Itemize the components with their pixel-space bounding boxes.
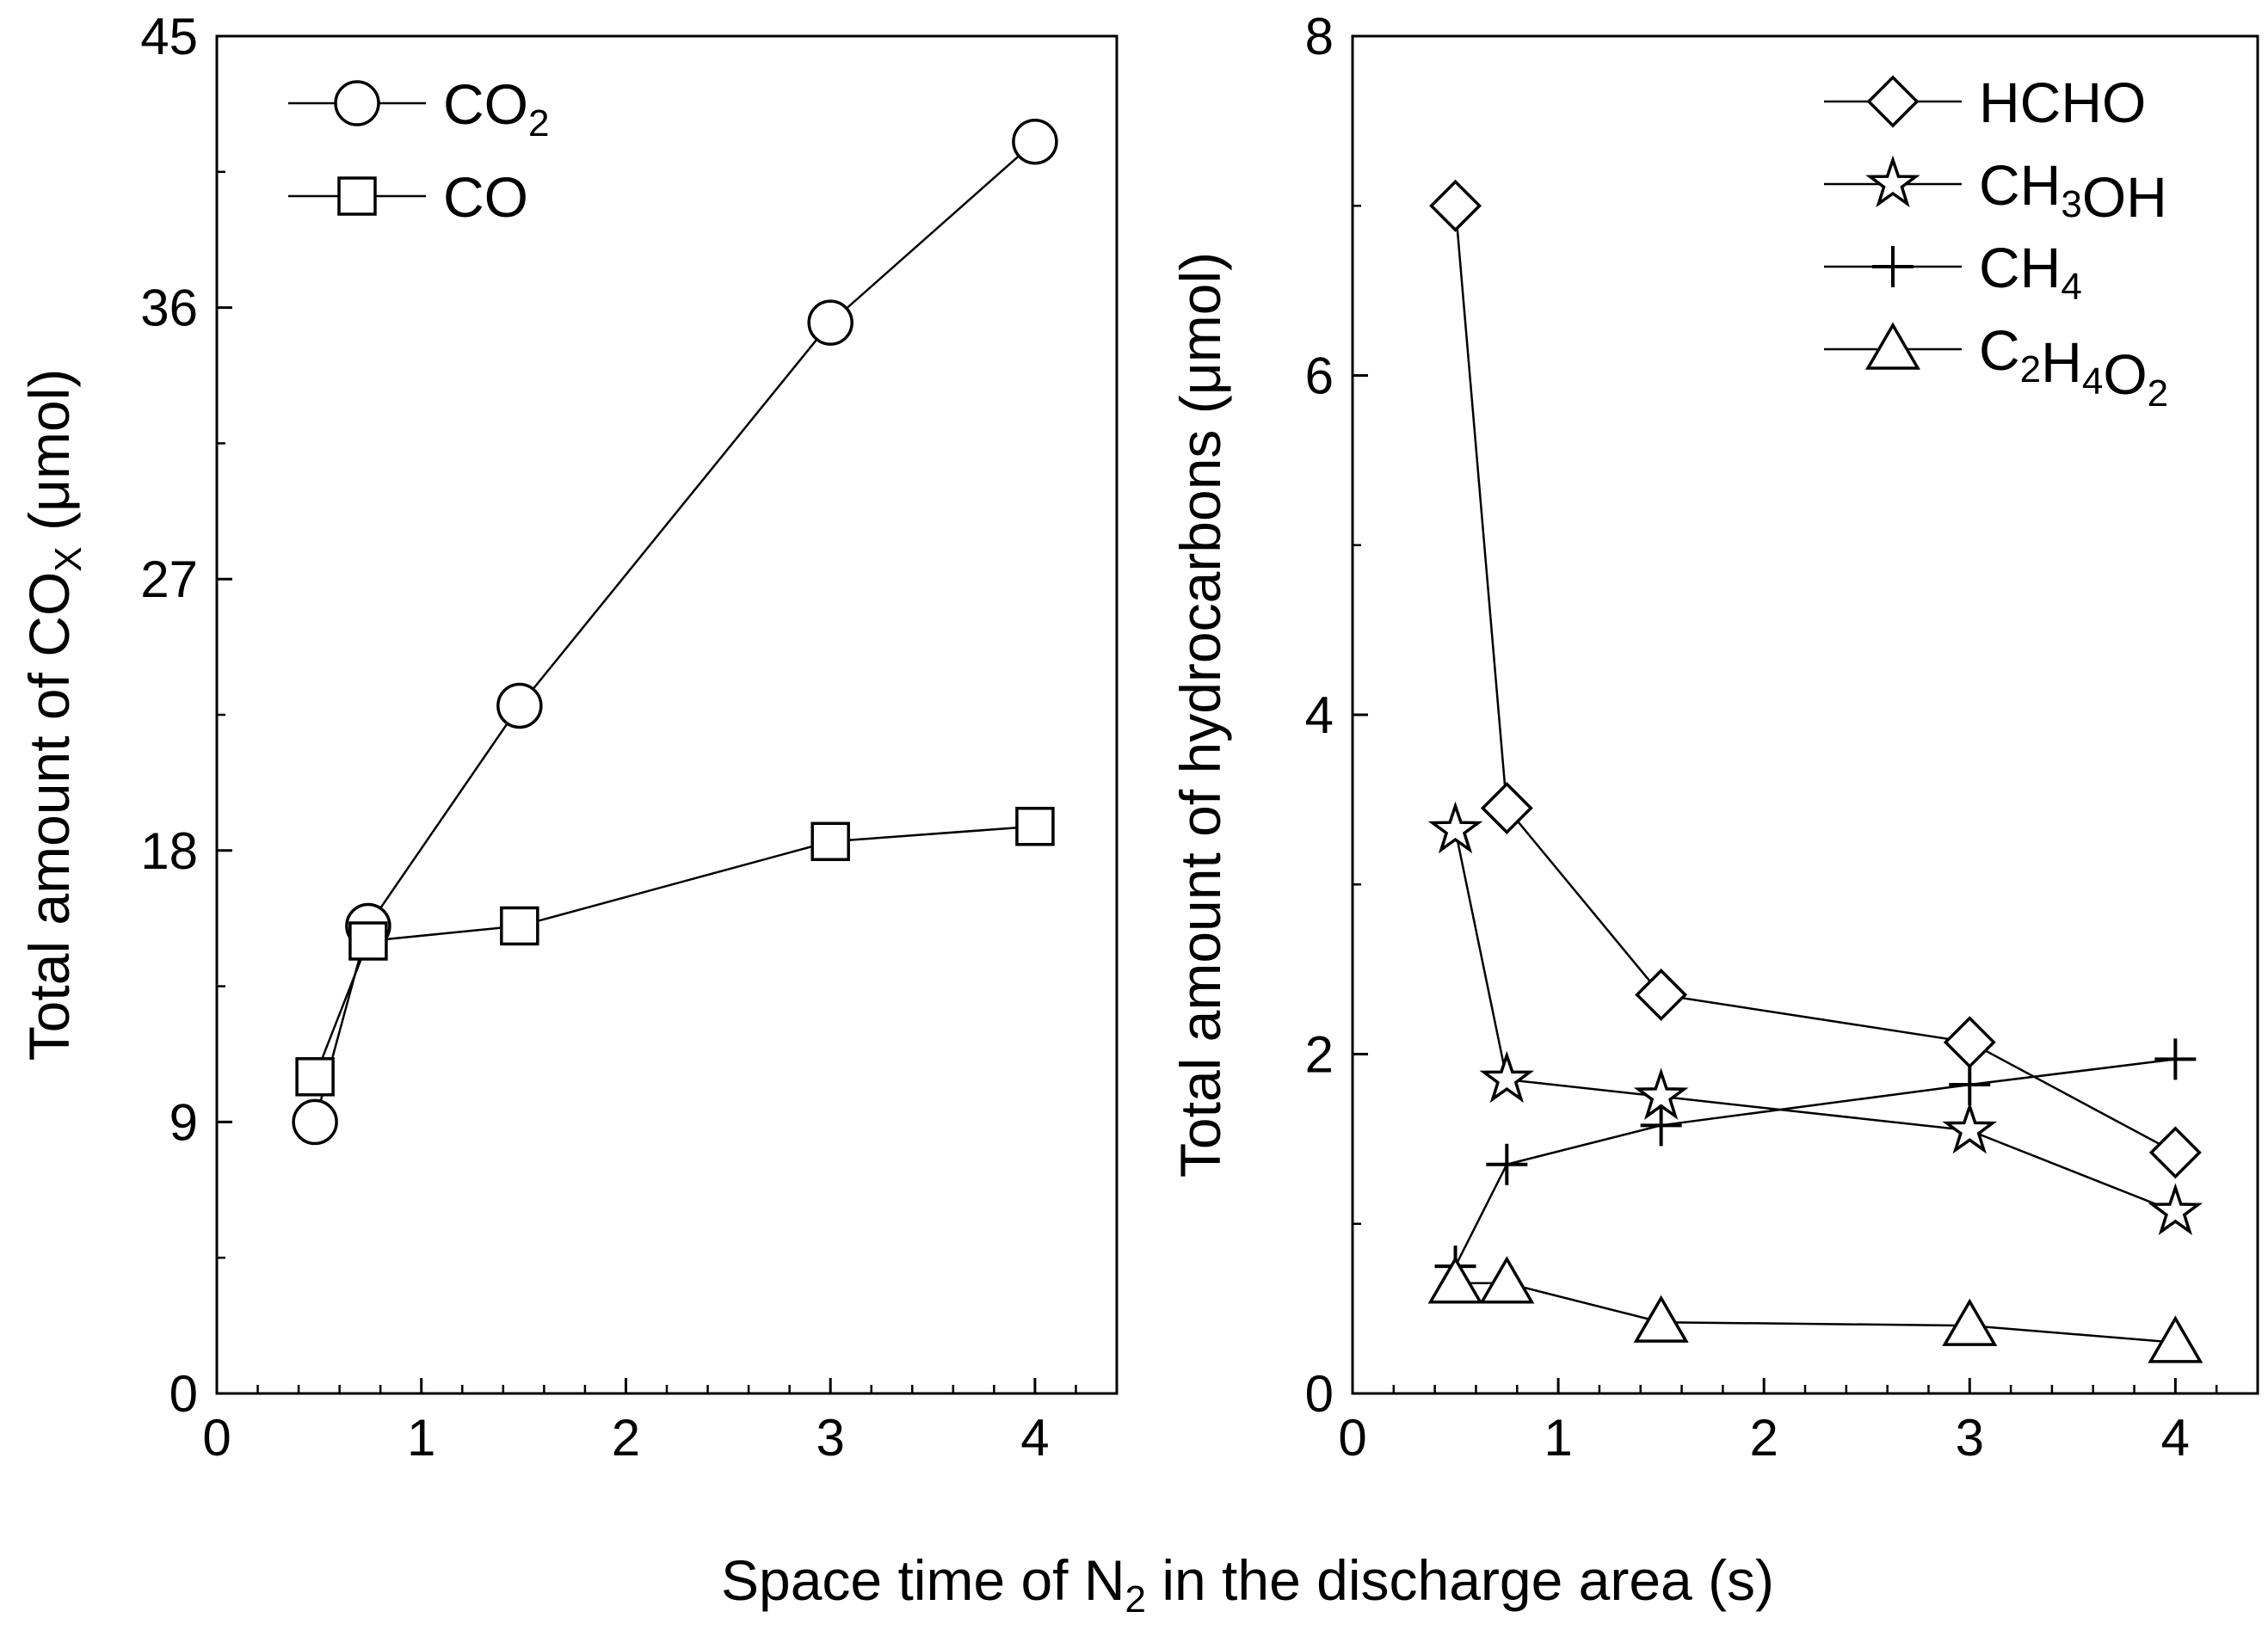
- data-point-triangle: [1479, 1256, 1535, 1304]
- series-1: [1427, 801, 2203, 1236]
- y-tick-label: 36: [140, 280, 198, 337]
- legend-label: HCHO: [1979, 71, 2146, 134]
- y-axis-title: Total amount of hydrocarbons (μmol): [1168, 252, 1232, 1178]
- data-point-diamond: [1943, 1016, 1996, 1069]
- y-tick-label: 0: [169, 1365, 198, 1423]
- y-tick-label: 45: [140, 8, 198, 65]
- right-panel-hydrocarbons: 0 1 2 3 4 0 2 4 6 8 Total amount of hydrocarbons (…: [1168, 8, 2259, 1467]
- series-line: [313, 140, 1036, 1123]
- y-axis: 0 2 4 6 8: [1305, 8, 1368, 1423]
- x-tick-label: 0: [1338, 1409, 1366, 1467]
- data-point-star: [2148, 1183, 2203, 1236]
- data-point-circle: [807, 299, 854, 346]
- x-axis: 0 1 2 3 4: [202, 1378, 1077, 1467]
- data-point-circle: [496, 682, 543, 729]
- data-point-star: [1942, 1101, 1998, 1154]
- series-line: [1454, 829, 2176, 1214]
- y-tick-label: 18: [140, 822, 198, 880]
- legend-label: CH4: [1979, 236, 2082, 308]
- legend-marker-diamond: [1866, 75, 1920, 128]
- legend-label: C2H4O2: [1979, 318, 2168, 415]
- series-2: [1434, 1038, 2197, 1288]
- left-panel-cox: 0 1 2 3 4 0 9 18 27 36 45 Total amount of COX (μmol…: [17, 8, 1119, 1467]
- x-tick-label: 1: [1544, 1409, 1572, 1467]
- data-point-plus: [2154, 1038, 2197, 1080]
- data-point-star: [1479, 1050, 1535, 1104]
- y-tick-label: 2: [1305, 1026, 1334, 1084]
- x-tick-label: 3: [816, 1409, 844, 1467]
- shared-x-axis-title: Space time of N2 in the discharge area (…: [721, 1548, 1774, 1621]
- data-point-triangle: [1633, 1295, 1689, 1343]
- x-tick-label: 4: [1020, 1409, 1049, 1467]
- data-point-square: [295, 1057, 335, 1097]
- data-point-plus: [1949, 1064, 1991, 1106]
- x-tick-label: 3: [1956, 1409, 1984, 1467]
- series-line: [1455, 1282, 2176, 1344]
- legend-marker-star: [1865, 155, 1920, 208]
- legend-label: CH3OH: [1979, 153, 2167, 229]
- x-tick-label: 2: [612, 1409, 640, 1467]
- data-point-circle: [292, 1098, 338, 1146]
- data-point-diamond: [2148, 1126, 2202, 1179]
- data-point-triangle: [1942, 1298, 1998, 1346]
- series-line: [1454, 1058, 2176, 1267]
- data-point-square: [810, 821, 850, 862]
- series-0: [292, 118, 1058, 1146]
- legend-label: CO2: [443, 72, 549, 145]
- data-point-diamond: [1635, 968, 1688, 1021]
- x-axis: 0 1 2 3 4: [1338, 1378, 2218, 1467]
- y-tick-label: 0: [1305, 1365, 1334, 1423]
- series-0: [1429, 179, 2202, 1179]
- legend-label: CO: [443, 165, 528, 229]
- legend-marker-square: [337, 176, 377, 216]
- series-3: [1427, 1256, 2203, 1363]
- legend: CO2 CO: [288, 72, 549, 229]
- x-tick-label: 1: [407, 1409, 435, 1467]
- y-axis: 0 9 18 27 36 45: [140, 8, 232, 1423]
- x-tick-label: 2: [1749, 1409, 1778, 1467]
- data-point-diamond: [1480, 782, 1533, 834]
- legend-marker-triangle: [1864, 322, 1921, 370]
- series-1: [295, 806, 1055, 1097]
- y-tick-label: 9: [169, 1093, 198, 1151]
- y-axis-title: Total amount of COX (μmol): [17, 369, 89, 1061]
- legend-marker-plus: [1872, 246, 1914, 287]
- y-tick-label: 27: [140, 551, 198, 608]
- data-point-plus: [1640, 1104, 1682, 1147]
- plot-frame: [215, 34, 1119, 1395]
- x-tick-label: 4: [2161, 1409, 2190, 1467]
- data-point-square: [1015, 806, 1055, 846]
- data-point-diamond: [1429, 179, 1482, 232]
- data-point-square: [500, 906, 539, 946]
- x-tick-label: 0: [202, 1409, 231, 1467]
- data-point-plus: [1486, 1143, 1528, 1185]
- data-point-triangle: [1427, 1256, 1483, 1304]
- y-tick-label: 8: [1305, 8, 1334, 65]
- data-point-square: [348, 921, 388, 961]
- y-tick-label: 6: [1305, 348, 1334, 405]
- y-tick-label: 4: [1305, 686, 1334, 744]
- legend-marker-circle: [334, 80, 380, 126]
- data-point-star: [1427, 801, 1483, 854]
- data-point-circle: [1012, 118, 1058, 165]
- data-point-triangle: [2148, 1315, 2203, 1363]
- series-line: [313, 825, 1035, 1078]
